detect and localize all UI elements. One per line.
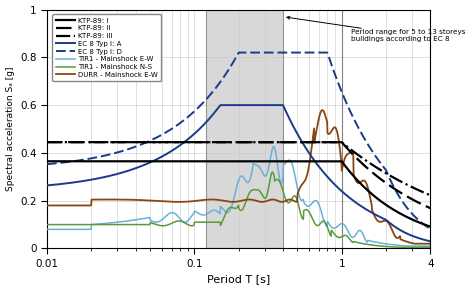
X-axis label: Period T [s]: Period T [s] [207, 274, 270, 284]
Bar [206, 10, 283, 249]
Legend: KTP-89: I, KTP-89: II, KTP-89: III, EC 8 Typ I: A, EC 8 Typ I: D, TIR1 - Mainsho: KTP-89: I, KTP-89: II, KTP-89: III, EC 8… [53, 14, 161, 81]
Y-axis label: Spectral acceleration Sₐ [g]: Spectral acceleration Sₐ [g] [6, 67, 15, 191]
Text: Period range for 5 to 13 storeys
buildings according to EC 8: Period range for 5 to 13 storeys buildin… [287, 16, 465, 42]
